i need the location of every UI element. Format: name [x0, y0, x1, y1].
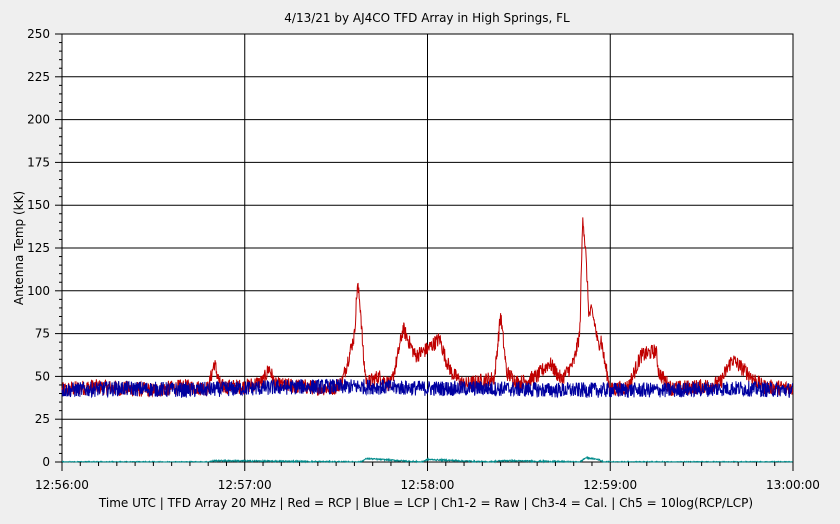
series-line-1 — [61, 378, 794, 399]
y-tick-label: 175 — [27, 155, 50, 169]
chart-title: 4/13/21 by AJ4CO TFD Array in High Sprin… — [284, 11, 570, 25]
x-axis-ticks: 12:56:00 12:57:00 12:58:00 12:59:00 13:00:00 — [35, 462, 820, 492]
y-tick-label: 250 — [27, 27, 50, 41]
series-line-2 — [61, 455, 793, 464]
y-tick-label: 50 — [35, 369, 50, 383]
y-axis-ticks: 0 25 50 75 100 125 150 175 200 225 250 — [27, 27, 62, 469]
y-axis-label: Antenna Temp (kK) — [12, 191, 26, 305]
y-tick-label: 125 — [27, 241, 50, 255]
x-axis-label: Time UTC | TFD Array 20 MHz | Red = RCP … — [98, 496, 753, 510]
y-tick-label: 75 — [35, 327, 50, 341]
x-tick-label: 12:57:00 — [218, 478, 272, 492]
y-tick-label: 25 — [35, 412, 50, 426]
y-tick-label: 0 — [42, 455, 50, 469]
y-tick-label: 200 — [27, 113, 50, 127]
grid-lines — [62, 34, 793, 462]
x-tick-label: 12:59:00 — [583, 478, 637, 492]
y-tick-label: 100 — [27, 284, 50, 298]
x-tick-label: 12:58:00 — [401, 478, 455, 492]
y-tick-label: 150 — [27, 198, 50, 212]
series-layer — [61, 217, 794, 464]
x-tick-label: 12:56:00 — [35, 478, 89, 492]
x-tick-label: 13:00:00 — [766, 478, 820, 492]
y-tick-label: 225 — [27, 70, 50, 84]
